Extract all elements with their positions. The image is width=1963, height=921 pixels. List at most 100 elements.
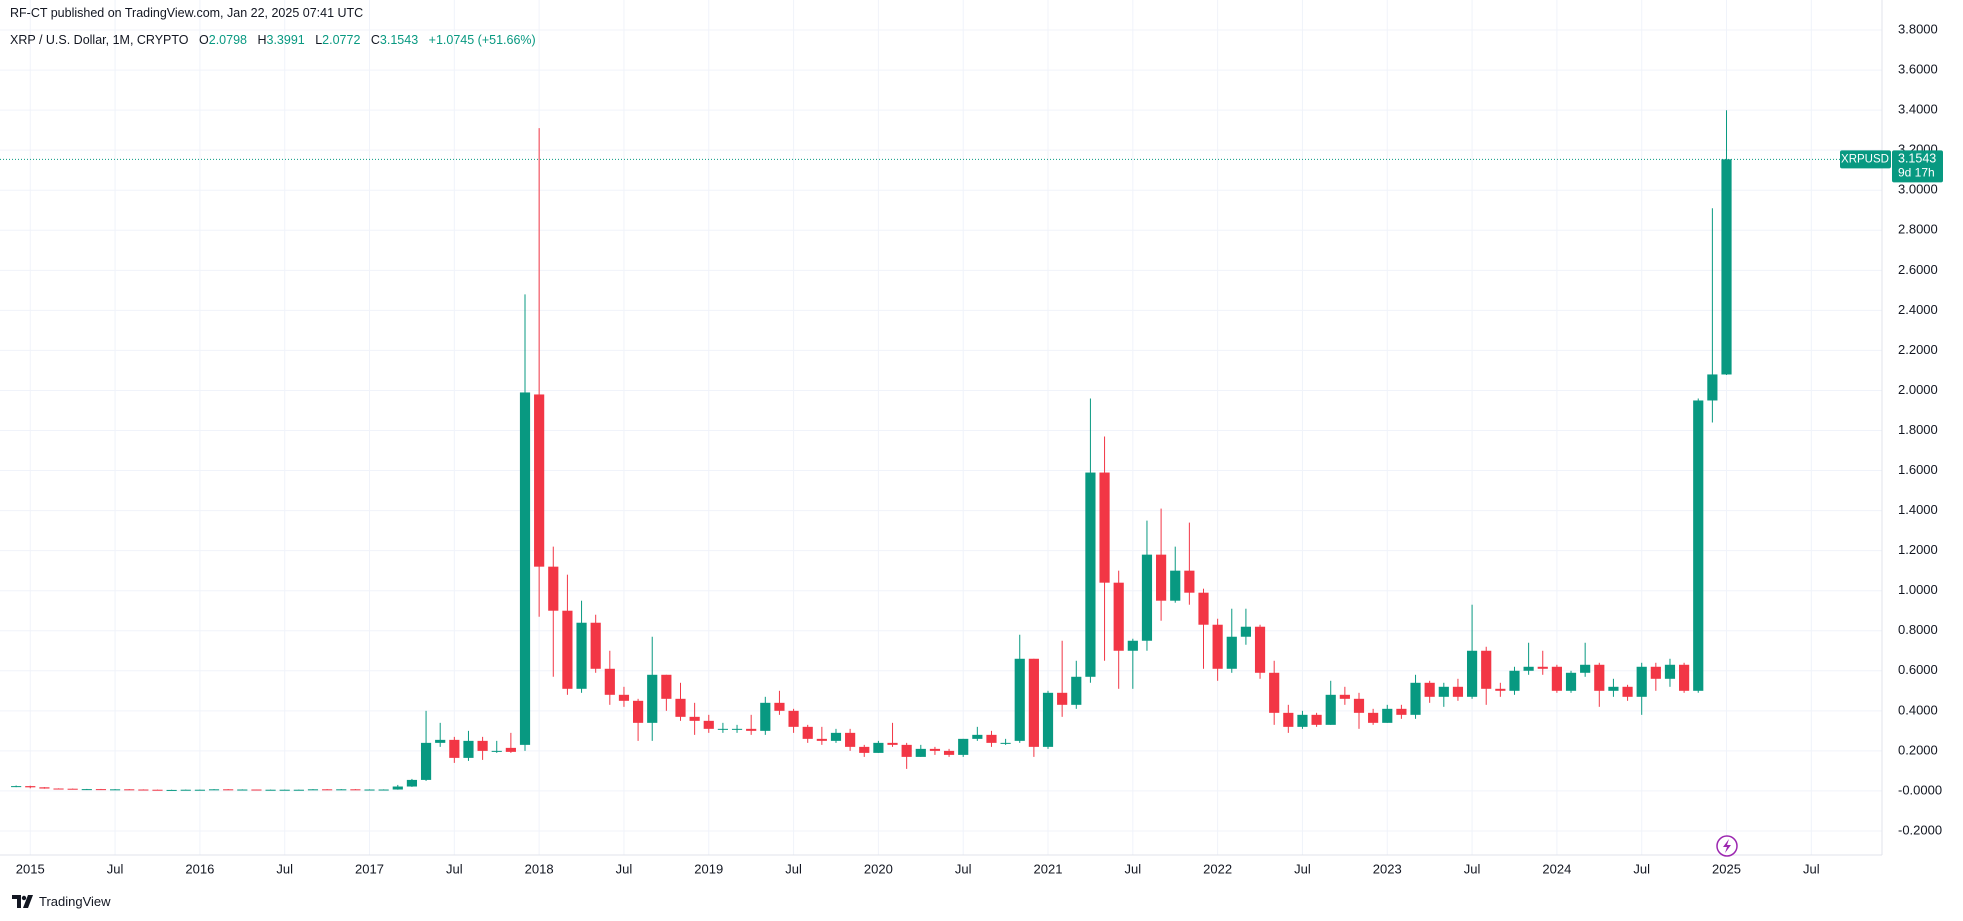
candle-body bbox=[746, 728, 757, 731]
ohlc-value: 3.3991 bbox=[266, 33, 305, 47]
y-tick-label: 0.2000 bbox=[1898, 742, 1938, 757]
x-tick-label: 2019 bbox=[694, 861, 723, 876]
candle-body bbox=[166, 789, 177, 791]
y-tick-label: 3.8000 bbox=[1898, 21, 1938, 36]
ohlc-label: L bbox=[315, 33, 323, 47]
y-tick-label: 2.8000 bbox=[1898, 222, 1938, 237]
candle-body bbox=[1410, 682, 1421, 715]
candle-body bbox=[491, 750, 502, 752]
candle-body bbox=[180, 789, 191, 791]
candle-body bbox=[1000, 742, 1011, 744]
y-tick-label: -0.2000 bbox=[1898, 822, 1942, 837]
y-tick-label: 0.8000 bbox=[1898, 622, 1938, 637]
candle-body bbox=[1452, 686, 1464, 697]
y-tick-label: 2.6000 bbox=[1898, 262, 1938, 277]
candle-body bbox=[1693, 400, 1704, 691]
candle-body bbox=[1085, 472, 1096, 677]
y-tick-label: 1.8000 bbox=[1898, 422, 1938, 437]
candle-body bbox=[322, 789, 333, 791]
y-tick-label: 3.4000 bbox=[1898, 102, 1938, 117]
candle-body bbox=[53, 788, 64, 790]
candle-body bbox=[1339, 694, 1350, 699]
candle-body bbox=[972, 734, 983, 739]
candle-body bbox=[562, 610, 573, 689]
candle-body bbox=[251, 789, 262, 791]
x-tick-label: 2017 bbox=[355, 861, 384, 876]
candle-body bbox=[435, 739, 446, 743]
x-tick-label: Jul bbox=[1464, 861, 1481, 876]
candle-body bbox=[81, 789, 92, 791]
x-tick-label: 2021 bbox=[1034, 861, 1063, 876]
candle-body bbox=[124, 789, 135, 791]
candle-body bbox=[1269, 672, 1280, 713]
candle-body bbox=[986, 734, 997, 743]
candle-body bbox=[449, 739, 460, 758]
candle-body bbox=[1028, 658, 1039, 747]
candle-body bbox=[618, 694, 630, 701]
candle-body bbox=[534, 394, 545, 567]
x-tick-label: Jul bbox=[955, 861, 972, 876]
ohlc-value: 2.0798 bbox=[208, 33, 247, 47]
candle-body bbox=[717, 728, 728, 730]
x-tick-label: 2018 bbox=[525, 861, 554, 876]
candle-body bbox=[208, 789, 220, 791]
candle-body bbox=[138, 789, 149, 791]
candle-body bbox=[816, 738, 827, 741]
candle-body bbox=[1523, 666, 1534, 671]
candle-body bbox=[1226, 636, 1237, 669]
candle-body bbox=[760, 702, 771, 731]
x-tick-label: 2022 bbox=[1203, 861, 1232, 876]
candle-body bbox=[958, 738, 969, 755]
ohlc-label: H bbox=[257, 33, 267, 47]
candle-body bbox=[887, 742, 898, 745]
candle-body bbox=[576, 622, 587, 689]
candle-body bbox=[505, 747, 516, 752]
candle-body bbox=[1551, 666, 1562, 691]
candle-body bbox=[1608, 686, 1619, 691]
price-tag bbox=[1892, 150, 1943, 183]
candle-body bbox=[1353, 698, 1365, 713]
candle-body bbox=[1141, 554, 1153, 641]
candle-body bbox=[1594, 664, 1605, 691]
candle-body bbox=[1622, 686, 1633, 697]
x-tick-label: Jul bbox=[1633, 861, 1650, 876]
x-tick-label: Jul bbox=[785, 861, 802, 876]
candle-body bbox=[11, 786, 22, 788]
candle-body bbox=[915, 748, 926, 757]
candle-body bbox=[788, 710, 799, 727]
x-tick-label: Jul bbox=[446, 861, 463, 876]
candle-body bbox=[1014, 658, 1025, 741]
x-tick-label: 2024 bbox=[1542, 861, 1571, 876]
y-tick-label: 1.0000 bbox=[1898, 582, 1938, 597]
candle-body bbox=[109, 789, 121, 791]
candle-body bbox=[1424, 682, 1435, 697]
ohlc-label: O bbox=[199, 33, 209, 47]
footer[interactable]: TradingView bbox=[12, 894, 111, 909]
candle-body bbox=[1721, 159, 1732, 375]
symbol-tag-label: XRPUSD bbox=[1841, 153, 1889, 165]
y-tick-label: 3.6000 bbox=[1898, 62, 1938, 77]
y-tick-label: 1.2000 bbox=[1898, 542, 1938, 557]
candle-body bbox=[929, 748, 941, 751]
candle-body bbox=[1466, 650, 1478, 697]
candles bbox=[0, 110, 1882, 791]
candle-body bbox=[661, 674, 672, 699]
candle-body bbox=[774, 702, 785, 711]
x-tick-label: Jul bbox=[1803, 861, 1820, 876]
x-tick-label: 2016 bbox=[185, 861, 214, 876]
candle-body bbox=[703, 720, 714, 729]
y-tick-label: 2.4000 bbox=[1898, 302, 1938, 317]
candle-body bbox=[1636, 666, 1647, 697]
candle-body bbox=[1297, 714, 1308, 727]
candle-body bbox=[1099, 472, 1110, 583]
events-icon[interactable] bbox=[1716, 835, 1738, 857]
candle-body bbox=[1156, 554, 1167, 601]
events-bolt bbox=[1723, 839, 1731, 853]
x-tick-label: Jul bbox=[107, 861, 124, 876]
candle-body bbox=[1382, 708, 1393, 723]
candle-body bbox=[1071, 676, 1082, 705]
candle-body bbox=[1438, 686, 1449, 697]
x-tick-label: 2023 bbox=[1373, 861, 1402, 876]
